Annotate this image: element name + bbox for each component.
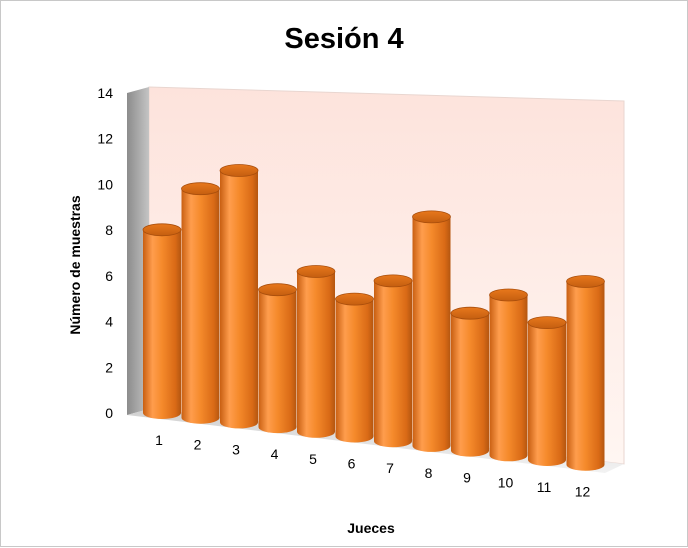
x-tick-label: 2 [194,437,202,453]
bar-body [451,313,489,457]
bar-body [297,271,335,438]
bar-top [412,210,451,224]
bar [335,292,374,443]
bar-top [142,223,182,237]
bar-top [373,274,413,288]
bars [142,164,605,471]
y-tick-label: 10 [97,176,113,192]
bar [296,265,336,438]
x-tick-label: 9 [463,470,471,486]
x-axis-ticks: 1 2 3 4 5 6 7 8 9 10 11 12 [155,432,590,500]
bar-top [566,275,605,288]
bar [181,182,220,424]
y-tick-label: 2 [105,359,113,375]
y-tick-label: 14 [97,85,113,101]
bar-top [335,292,374,306]
bar [450,306,490,457]
bar-top [258,283,297,297]
bar-body [258,289,297,434]
x-tick-label: 4 [271,446,279,462]
bar [489,288,528,462]
bar-top [296,265,336,278]
bar-top [527,316,567,330]
x-tick-label: 12 [575,484,591,500]
bar-body [412,216,451,452]
x-tick-label: 10 [498,474,514,490]
x-tick-label: 7 [386,460,394,476]
bar-top [489,288,528,302]
x-tick-label: 1 [155,432,163,448]
x-tick-label: 11 [537,479,552,495]
bar [258,283,297,434]
bar [527,316,567,466]
bar [373,274,413,448]
bar-top [219,164,259,177]
bar [219,164,259,429]
bar-body [220,170,258,429]
x-tick-label: 6 [348,456,356,472]
y-axis-ticks: 0 2 4 6 8 10 12 14 [97,85,113,421]
chart-title: Sesión 4 [284,23,403,55]
bar-body [489,295,528,462]
x-tick-label: 8 [425,465,433,481]
y-tick-label: 4 [105,314,113,330]
bar-body [181,188,220,424]
bar [142,223,182,419]
bar-top [450,306,490,320]
y-tick-label: 0 [105,405,113,421]
bar-body [335,299,374,443]
bar-body [566,281,605,471]
bar-top [181,182,220,196]
y-axis-label: Número de muestras [67,195,83,334]
y-tick-label: 6 [105,268,113,284]
y-tick-label: 12 [97,131,113,147]
bar-body [374,280,412,448]
bar [412,210,451,452]
bar [566,275,605,471]
bar-body [143,229,181,419]
x-axis-label: Jueces [347,520,395,536]
x-tick-label: 5 [309,451,317,467]
y-tick-label: 8 [105,222,113,238]
x-tick-label: 3 [232,441,240,457]
bar-body [528,322,566,466]
